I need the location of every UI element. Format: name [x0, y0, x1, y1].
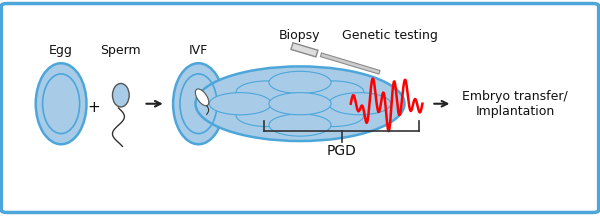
Text: Sperm: Sperm — [101, 44, 141, 57]
Text: +: + — [88, 100, 100, 116]
Text: IVF: IVF — [189, 44, 208, 57]
Text: PGD: PGD — [327, 144, 357, 158]
Ellipse shape — [36, 63, 86, 144]
Circle shape — [302, 81, 364, 103]
Ellipse shape — [112, 83, 129, 107]
Ellipse shape — [196, 89, 209, 106]
FancyBboxPatch shape — [1, 3, 599, 213]
Circle shape — [269, 114, 331, 136]
Text: Egg: Egg — [49, 44, 73, 57]
Text: Biopsy: Biopsy — [279, 29, 321, 42]
Circle shape — [329, 93, 391, 115]
Circle shape — [302, 104, 364, 127]
Circle shape — [269, 71, 331, 94]
Circle shape — [269, 93, 331, 115]
Text: Genetic testing: Genetic testing — [341, 29, 437, 42]
Ellipse shape — [173, 63, 224, 144]
Circle shape — [196, 67, 404, 141]
Circle shape — [236, 104, 298, 127]
Circle shape — [209, 93, 271, 115]
Circle shape — [236, 81, 298, 103]
Text: Embryo transfer/
Implantation: Embryo transfer/ Implantation — [462, 90, 568, 118]
